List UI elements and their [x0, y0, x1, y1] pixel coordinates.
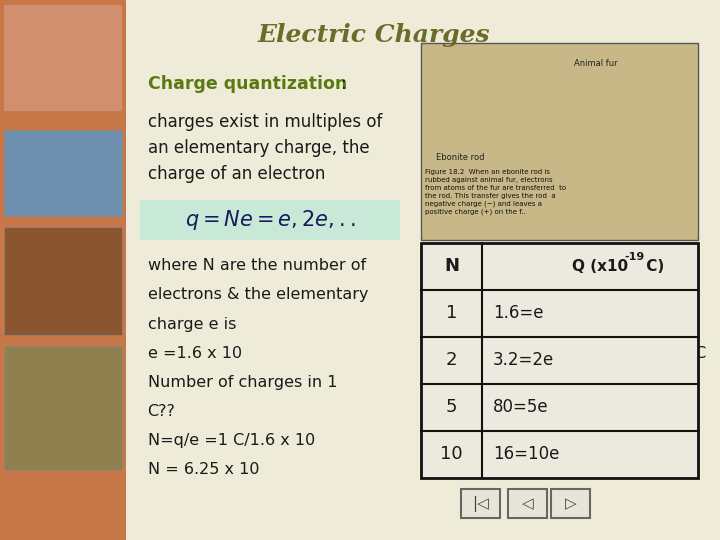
- Text: N: N: [444, 258, 459, 275]
- Text: 10: 10: [441, 446, 463, 463]
- Text: -19: -19: [625, 252, 645, 262]
- Bar: [508, 489, 547, 518]
- Bar: [551, 489, 590, 518]
- Text: Number of charges in 1: Number of charges in 1: [148, 375, 337, 390]
- Text: $q = Ne = e,2e,..$: $q = Ne = e,2e,..$: [185, 208, 355, 232]
- Text: 5: 5: [446, 399, 457, 416]
- Text: 2: 2: [446, 352, 457, 369]
- Text: 80=5e: 80=5e: [493, 399, 549, 416]
- Text: Figure 18.2  When an ebonite rod is
rubbed against animal fur, electrons
from at: Figure 18.2 When an ebonite rod is rubbe…: [425, 170, 566, 215]
- Text: Charge quantization: Charge quantization: [148, 75, 347, 93]
- Text: 1.6=e: 1.6=e: [493, 305, 544, 322]
- Bar: [421, 243, 698, 478]
- Text: charges exist in multiples of
an elementary charge, the
charge of an electron: charges exist in multiples of an element…: [148, 113, 382, 183]
- Bar: [421, 43, 698, 240]
- Text: electrons & the elementary: electrons & the elementary: [148, 287, 368, 302]
- Text: N = 6.25 x 10: N = 6.25 x 10: [148, 462, 259, 477]
- Text: Animal fur: Animal fur: [574, 59, 617, 69]
- Text: :: :: [341, 75, 346, 93]
- Bar: [461, 489, 500, 518]
- Text: Q (x10: Q (x10: [572, 259, 629, 274]
- Text: charge e is: charge e is: [148, 316, 236, 332]
- Text: ◁: ◁: [521, 496, 534, 511]
- Bar: [0, 270, 126, 540]
- Text: e =1.6 x 10: e =1.6 x 10: [148, 346, 242, 361]
- Text: C??: C??: [148, 404, 176, 419]
- Bar: [4, 130, 122, 216]
- Bar: [4, 227, 122, 335]
- Text: Electric Charges: Electric Charges: [258, 23, 491, 47]
- Text: Ebonite rod: Ebonite rod: [436, 153, 484, 162]
- Text: 3.2=2e: 3.2=2e: [493, 352, 554, 369]
- Bar: [0, 0, 126, 270]
- Text: 16=10e: 16=10e: [493, 446, 559, 463]
- Text: -19: -19: [676, 336, 694, 346]
- Bar: [140, 200, 400, 240]
- Text: |◁: |◁: [472, 496, 489, 511]
- Text: N=q/e =1 C/1.6 x 10: N=q/e =1 C/1.6 x 10: [148, 433, 315, 448]
- Text: 1: 1: [446, 305, 457, 322]
- Text: ▷: ▷: [564, 496, 577, 511]
- Text: C): C): [641, 259, 664, 274]
- Text: C: C: [690, 346, 706, 361]
- Bar: [4, 5, 122, 111]
- Text: where N are the number of: where N are the number of: [148, 258, 366, 273]
- Bar: [4, 346, 122, 470]
